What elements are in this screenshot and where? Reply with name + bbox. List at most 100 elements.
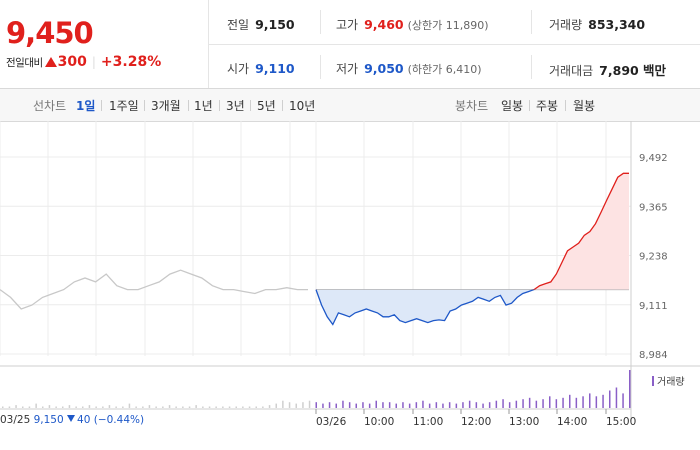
volume-bar (155, 406, 157, 408)
down-arrow-icon (67, 415, 76, 422)
volume-bars (2, 370, 631, 408)
tab-5y[interactable]: 5년 (257, 99, 276, 113)
tab-1y[interactable]: 1년 (194, 99, 213, 113)
volume-bar (102, 406, 104, 408)
prev-day-line (0, 269, 308, 310)
volume-bar (388, 402, 391, 408)
x-axis: 03/26 10:00 11:00 12:00 13:00 14:00 15:00 (315, 409, 636, 428)
volume-bar (168, 405, 171, 408)
stat-amount: 거래대금 7,890 백만 (549, 60, 666, 79)
volume-bar (195, 405, 197, 408)
volume-bar (602, 394, 604, 408)
volume-bar (482, 403, 484, 408)
volume-bar (622, 393, 624, 408)
col-divider (531, 55, 532, 79)
volume-swatch (652, 376, 654, 386)
x-tick-label: 03/26 (316, 416, 347, 428)
tab-divider (250, 100, 251, 111)
chart-areas (316, 173, 629, 325)
volume-bar (55, 406, 57, 408)
tab-weekly[interactable]: 주봉 (536, 99, 559, 113)
stat-label: 저가 (336, 62, 359, 76)
volume-bar (522, 399, 524, 408)
volume-bar (15, 405, 17, 408)
volume-bar (122, 406, 124, 408)
volume-legend-label: 거래량 (657, 377, 685, 388)
volume-bar (528, 397, 531, 408)
y-tick-label: 9,238 (639, 252, 668, 263)
tab-divider (101, 100, 102, 111)
volume-bar (428, 403, 431, 408)
volume-bar (515, 400, 518, 408)
stat-low: 저가 9,050 (하한가 6,410) (336, 60, 482, 77)
volume-bar (562, 397, 564, 408)
volume-bar (148, 405, 151, 408)
volume-bar (8, 406, 11, 408)
tab-monthly[interactable]: 월봉 (573, 99, 596, 113)
volume-bar (235, 406, 237, 408)
loss-area (316, 289, 629, 325)
volume-bar (295, 403, 297, 408)
col-divider (320, 10, 321, 34)
volume-bar (222, 406, 224, 408)
y-tick-label: 9,111 (639, 301, 668, 312)
volume-bar (468, 400, 471, 408)
volume-bar (228, 406, 231, 408)
tab-3m[interactable]: 3개월 (151, 99, 181, 113)
volume-bar (408, 403, 411, 408)
volume-bar (42, 406, 44, 408)
volume-bar (368, 403, 371, 408)
volume-bar (82, 406, 84, 408)
volume-bar (275, 403, 277, 408)
volume-bar (582, 396, 584, 408)
x-tick-label: 14:00 (557, 416, 587, 428)
volume-bar (28, 406, 31, 408)
prev-day-info: 03/25 9,150 40 (−0.44%) (0, 414, 144, 426)
volume-bar (288, 402, 291, 408)
chart-lines (0, 172, 629, 326)
tab-1w[interactable]: 1주일 (109, 99, 139, 113)
tab-3y[interactable]: 3년 (226, 99, 245, 113)
volume-bar (422, 400, 424, 408)
prev-day-close: 9,150 (33, 414, 64, 426)
volume-bar (342, 400, 344, 408)
volume-bar (162, 406, 164, 408)
stat-value: 853,340 (588, 17, 646, 32)
y-tick-label: 9,365 (639, 202, 668, 213)
price-panel: 9,450 전일대비 300 | +3.28% (0, 0, 209, 88)
volume-bar (375, 400, 377, 408)
stat-label: 전일 (227, 18, 250, 32)
stat-prev-close: 전일 9,150 (227, 16, 295, 33)
volume-bar (502, 399, 504, 408)
volume-bar (108, 405, 111, 408)
x-tick-label: 15:00 (606, 416, 636, 428)
prev-day-change: 40 (77, 414, 91, 426)
tab-10y[interactable]: 10년 (289, 99, 316, 113)
volume-bar (435, 402, 438, 408)
volume-bar (535, 400, 538, 408)
volume-bar (95, 406, 97, 408)
stat-open: 시가 9,110 (227, 60, 295, 77)
volume-bar (115, 406, 117, 408)
volume-bar (242, 406, 244, 408)
volume-bar (508, 402, 511, 408)
volume-bar (382, 402, 384, 408)
volume-bar (442, 403, 444, 408)
volume-bar (182, 406, 184, 408)
volume-bar (308, 400, 311, 408)
tab-divider (282, 100, 283, 111)
volume-bar (88, 405, 91, 408)
today-line-down (315, 289, 536, 326)
volume-bar (555, 399, 558, 408)
tab-daily[interactable]: 일봉 (501, 99, 524, 113)
change-percent: +3.28% (100, 54, 162, 70)
volume-bar (48, 405, 51, 408)
y-axis: 9,492 9,365 9,238 9,111 8,984 (639, 153, 668, 361)
volume-bar (68, 405, 71, 408)
tab-1d[interactable]: 1일 (76, 99, 96, 113)
y-tick-label: 9,492 (639, 153, 668, 164)
stat-high: 고가 9,460 (상한가 11,890) (336, 16, 489, 33)
volume-bar (495, 400, 498, 408)
volume-bar (35, 403, 37, 408)
volume-bar (395, 403, 397, 408)
